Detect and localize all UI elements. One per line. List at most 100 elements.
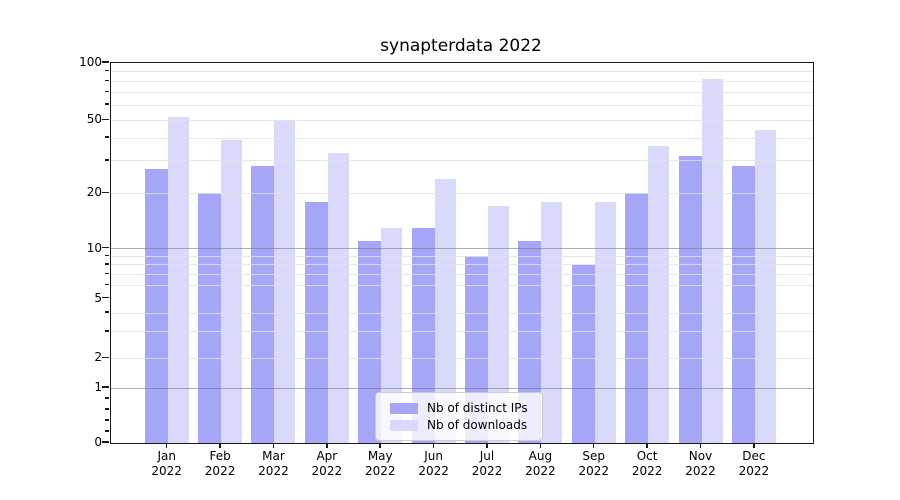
y-minor-tick-mark: [105, 408, 109, 410]
bar: [327, 153, 349, 443]
gridline-minor: [111, 160, 813, 162]
x-tick-label: Jun 2022: [418, 449, 449, 478]
gridline-minor: [111, 331, 813, 333]
legend-entry: Nb of downloads: [384, 417, 534, 433]
gridline-minor: [111, 273, 813, 275]
y-tick-label: 0: [94, 435, 102, 449]
legend-swatch-downloads: [390, 419, 418, 431]
bar: [198, 193, 222, 443]
bar: [411, 227, 435, 443]
y-tick-mark: [102, 296, 109, 299]
x-tick-label: May 2022: [364, 449, 396, 478]
bar: [144, 169, 168, 443]
gridline-minor: [111, 91, 813, 93]
gridline-minor: [111, 80, 813, 82]
bar: [731, 166, 755, 443]
bar: [487, 206, 509, 443]
legend: Nb of distinct IPs Nb of downloads: [375, 392, 543, 441]
y-tick-label: 5: [94, 290, 102, 305]
y-minor-tick-mark: [105, 136, 109, 138]
bar: [434, 178, 456, 443]
bar: [221, 140, 243, 443]
bar: [754, 130, 776, 443]
x-tick-label: Sep 2022: [578, 449, 609, 478]
x-tick-label: Jan 2022: [151, 449, 182, 478]
y-minor-tick-mark: [105, 283, 109, 286]
gridline-minor: [111, 255, 813, 257]
y-tick-label: 2: [94, 350, 102, 365]
y-tick-label: 1: [94, 380, 102, 394]
gridline-minor: [111, 192, 813, 194]
gridline-minor: [111, 71, 813, 73]
grid-layer: [111, 63, 813, 443]
plot-area: [110, 62, 814, 444]
bar: [274, 120, 296, 443]
x-tick-label: Dec 2022: [738, 449, 770, 478]
y-tick-label: 20: [86, 185, 102, 200]
x-tick-mark: [379, 443, 381, 448]
y-minor-tick-mark: [105, 272, 109, 275]
gridline-major: [111, 248, 813, 250]
x-tick-mark: [272, 443, 275, 448]
y-tick-mark: [102, 118, 109, 121]
x-tick-label: Jul 2022: [471, 449, 503, 478]
gridline-minor: [111, 264, 813, 266]
y-minor-tick-mark: [105, 263, 109, 265]
y-tick-mark: [102, 386, 109, 388]
y-minor-tick-mark: [105, 311, 109, 313]
x-tick-mark: [165, 443, 168, 448]
gridline-minor: [111, 137, 813, 139]
x-tick-mark: [486, 443, 488, 448]
gridline-minor: [111, 312, 813, 314]
y-tick-mark: [102, 191, 109, 194]
y-minor-tick-mark: [105, 330, 109, 332]
y-minor-tick-mark: [105, 69, 109, 72]
legend-label-distinct-ips: Nb of distinct IPs: [427, 401, 528, 415]
gridline-minor: [111, 104, 813, 106]
x-tick-label: Aug 2022: [525, 449, 556, 478]
bar: [678, 155, 702, 443]
bar: [571, 264, 595, 443]
bar: [304, 201, 328, 443]
gridline-minor: [111, 285, 813, 287]
bar: [251, 166, 275, 443]
legend-entry: Nb of distinct IPs: [384, 400, 534, 416]
y-minor-tick-mark: [105, 103, 109, 105]
x-tick-mark: [539, 443, 542, 448]
x-tick-mark: [326, 443, 328, 448]
x-tick-label: Apr 2022: [311, 449, 343, 478]
gridline-major: [111, 387, 813, 389]
y-tick-mark: [102, 246, 109, 249]
bar: [701, 79, 723, 443]
y-tick-mark: [102, 441, 109, 443]
bar: [625, 193, 649, 443]
x-tick-mark: [432, 443, 435, 448]
y-tick-mark: [102, 356, 109, 359]
x-tick-mark: [592, 443, 595, 448]
bar: [167, 117, 189, 443]
y-minor-tick-mark: [105, 430, 109, 432]
gridline-minor: [111, 357, 813, 359]
legend-swatch-distinct-ips: [390, 402, 418, 414]
y-tick-label: 100: [79, 55, 102, 69]
y-minor-tick-mark: [105, 79, 109, 82]
x-tick-label: Mar 2022: [258, 449, 289, 478]
y-tick-mark: [102, 61, 109, 63]
y-tick-label: 10: [86, 240, 102, 255]
x-tick-mark: [646, 443, 648, 448]
y-minor-tick-mark: [105, 90, 109, 93]
x-tick-mark: [753, 443, 755, 448]
x-tick-label: Nov 2022: [685, 449, 716, 478]
x-tick-mark: [219, 443, 221, 448]
y-minor-tick-mark: [105, 419, 109, 421]
y-minor-tick-mark: [105, 397, 109, 399]
bar: [648, 146, 670, 443]
y-tick-label: 50: [86, 112, 102, 127]
y-minor-tick-mark: [105, 254, 109, 257]
x-tick-label: Oct 2022: [631, 449, 663, 478]
gridline-minor: [111, 119, 813, 121]
y-minor-tick-mark: [105, 159, 109, 161]
bar: [594, 201, 616, 443]
chart-title: synapterdata 2022: [380, 36, 542, 56]
